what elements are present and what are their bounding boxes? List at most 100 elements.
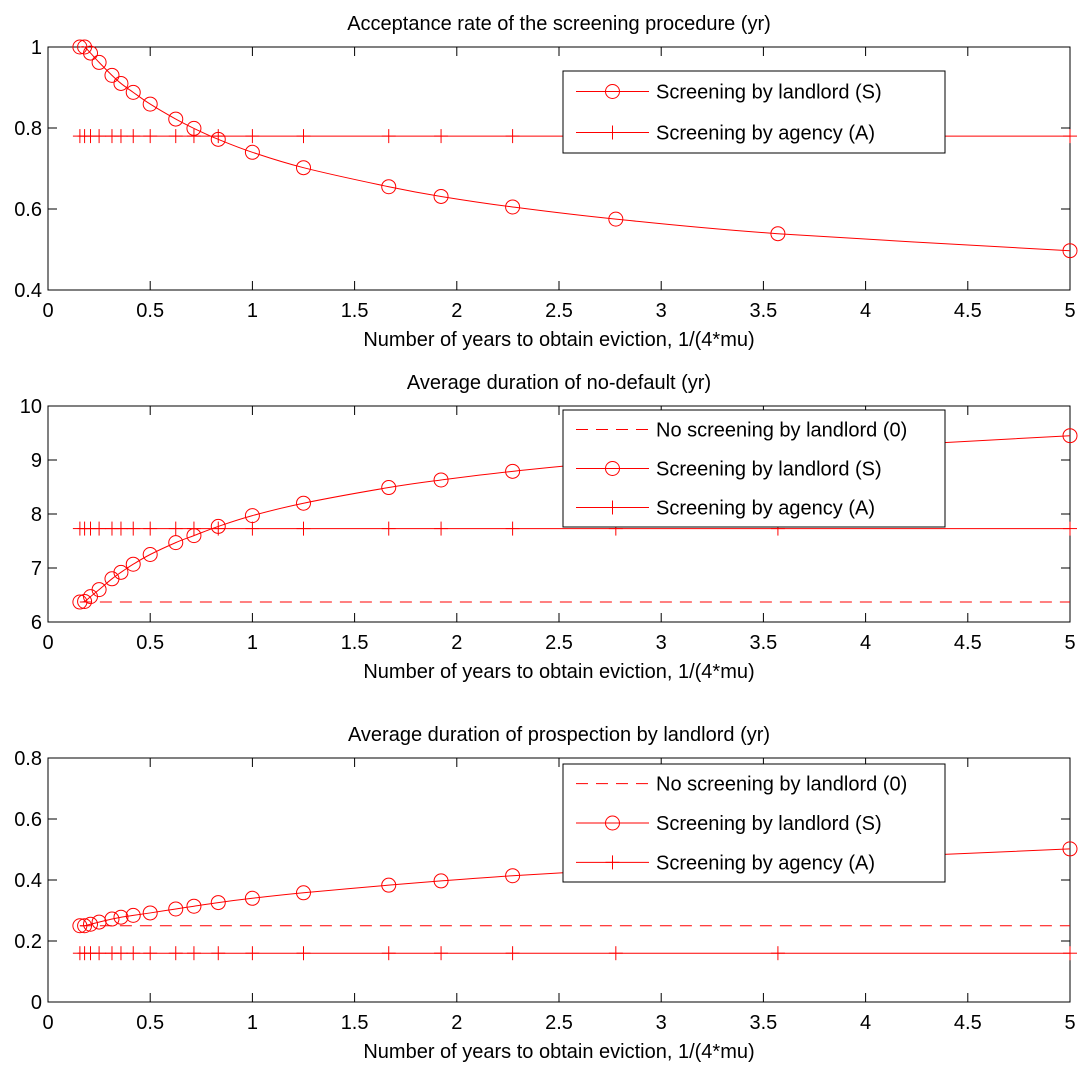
legend-circle-marker	[605, 84, 620, 99]
x-tick-label: 3.5	[749, 632, 777, 654]
data-point-circle	[296, 495, 311, 511]
x-tick-label: 0.5	[136, 632, 164, 654]
data-point-circle	[104, 911, 120, 927]
y-tick-label: 0.6	[14, 199, 42, 221]
data-point-plus	[608, 946, 623, 961]
data-point-circle	[113, 75, 129, 91]
data-point-circle	[72, 594, 88, 610]
legend-plus-marker	[605, 125, 620, 140]
y-tick-label: 7	[31, 558, 42, 580]
data-point-plus	[505, 946, 520, 961]
data-point-plus	[168, 521, 183, 536]
data-point-circle	[186, 898, 202, 914]
data-point-circle	[77, 918, 93, 934]
y-tick-label: 0.8	[14, 748, 42, 770]
data-point-plus	[211, 946, 226, 961]
y-tick-label: 0.2	[14, 931, 42, 953]
data-point-plus	[113, 946, 128, 961]
legend-label: No screening by landlord (0)	[656, 774, 907, 796]
data-point-circle	[83, 45, 99, 61]
x-tick-label: 0.5	[136, 1012, 164, 1034]
data-point-plus	[245, 946, 260, 961]
data-point-plus	[186, 521, 201, 536]
y-tick-label: 0.4	[14, 870, 42, 892]
data-point-plus	[505, 129, 520, 144]
data-point-plus	[1063, 129, 1077, 144]
panel-1: Acceptance rate of the screening procedu…	[14, 13, 1078, 351]
data-point-circle	[433, 188, 449, 204]
data-point-plus	[168, 946, 183, 961]
data-point-circle	[1062, 428, 1078, 444]
data-point-circle	[125, 907, 141, 923]
x-tick-label: 5	[1064, 632, 1075, 654]
x-tick-label: 0.5	[136, 300, 164, 322]
x-tick-label: 1	[247, 1012, 258, 1034]
legend-label: Screening by agency (A)	[656, 852, 875, 874]
legend-label: Screening by agency (A)	[656, 498, 875, 520]
data-point-circle	[505, 463, 521, 479]
x-tick-label: 2	[451, 632, 462, 654]
legend-circle-marker	[605, 461, 620, 476]
data-point-circle	[83, 916, 99, 932]
data-point-plus	[296, 946, 311, 961]
data-point-circle	[142, 547, 158, 562]
data-point-circle	[125, 84, 141, 100]
legend-label: Screening by landlord (S)	[656, 82, 882, 104]
x-tick-label: 5	[1064, 1012, 1075, 1034]
data-point-plus	[434, 521, 449, 536]
y-tick-label: 0.8	[14, 118, 42, 140]
data-point-plus	[92, 521, 107, 536]
x-tick-label: 3.5	[749, 300, 777, 322]
x-tick-label: 2	[451, 300, 462, 322]
x-tick-label: 1.5	[341, 632, 369, 654]
x-tick-label: 4	[860, 1012, 871, 1034]
x-tick-label: 0	[42, 1012, 53, 1034]
data-point-plus	[92, 946, 107, 961]
data-point-circle	[210, 895, 226, 911]
y-tick-label: 10	[20, 396, 42, 418]
x-tick-label: 4.5	[954, 1012, 982, 1034]
x-tick-label: 1	[247, 632, 258, 654]
data-point-plus	[126, 521, 141, 536]
data-point-circle	[104, 67, 120, 83]
data-point-circle	[1062, 841, 1078, 857]
data-point-plus	[296, 521, 311, 536]
data-point-plus	[211, 129, 226, 144]
x-tick-label: 1	[247, 300, 258, 322]
chart-title: Average duration of no-default (yr)	[407, 372, 711, 394]
x-tick-label: 3	[656, 632, 667, 654]
x-tick-label: 0	[42, 632, 53, 654]
data-point-circle	[168, 901, 184, 917]
x-tick-label: 4.5	[954, 300, 982, 322]
data-point-circle	[77, 593, 93, 609]
panel-3: Average duration of prospection by landl…	[14, 724, 1078, 1063]
data-point-plus	[1063, 521, 1077, 536]
data-point-circle	[244, 144, 260, 160]
x-tick-label: 2.5	[545, 1012, 573, 1034]
data-point-circle	[433, 472, 449, 488]
data-point-circle	[72, 918, 88, 934]
panel-2: Average duration of no-default (yr) 0 0.5 1…	[20, 372, 1078, 683]
y-tick-label: 6	[31, 612, 42, 634]
data-point-circle	[381, 877, 397, 893]
x-tick-label: 5	[1064, 300, 1075, 322]
series-3	[72, 521, 1077, 536]
data-point-circle	[125, 556, 141, 572]
data-point-circle	[142, 905, 158, 921]
x-tick-label: 4.5	[954, 632, 982, 654]
legend-label: No screening by landlord (0)	[656, 420, 907, 442]
data-point-plus	[211, 521, 226, 536]
data-point-circle	[142, 96, 158, 112]
chart-title: Acceptance rate of the screening procedu…	[347, 13, 771, 35]
data-point-plus	[245, 129, 260, 144]
data-point-circle	[244, 890, 260, 906]
data-point-plus	[168, 129, 183, 144]
legend: No screening by landlord (0) Screening by…	[562, 763, 946, 883]
legend: Screening by landlord (S) Screening by ag…	[562, 70, 946, 154]
x-tick-label: 0	[42, 300, 53, 322]
x-tick-label: 4	[860, 300, 871, 322]
data-point-circle	[381, 179, 397, 195]
data-point-circle	[296, 160, 311, 176]
data-point-plus	[381, 946, 396, 961]
data-point-plus	[113, 129, 128, 144]
